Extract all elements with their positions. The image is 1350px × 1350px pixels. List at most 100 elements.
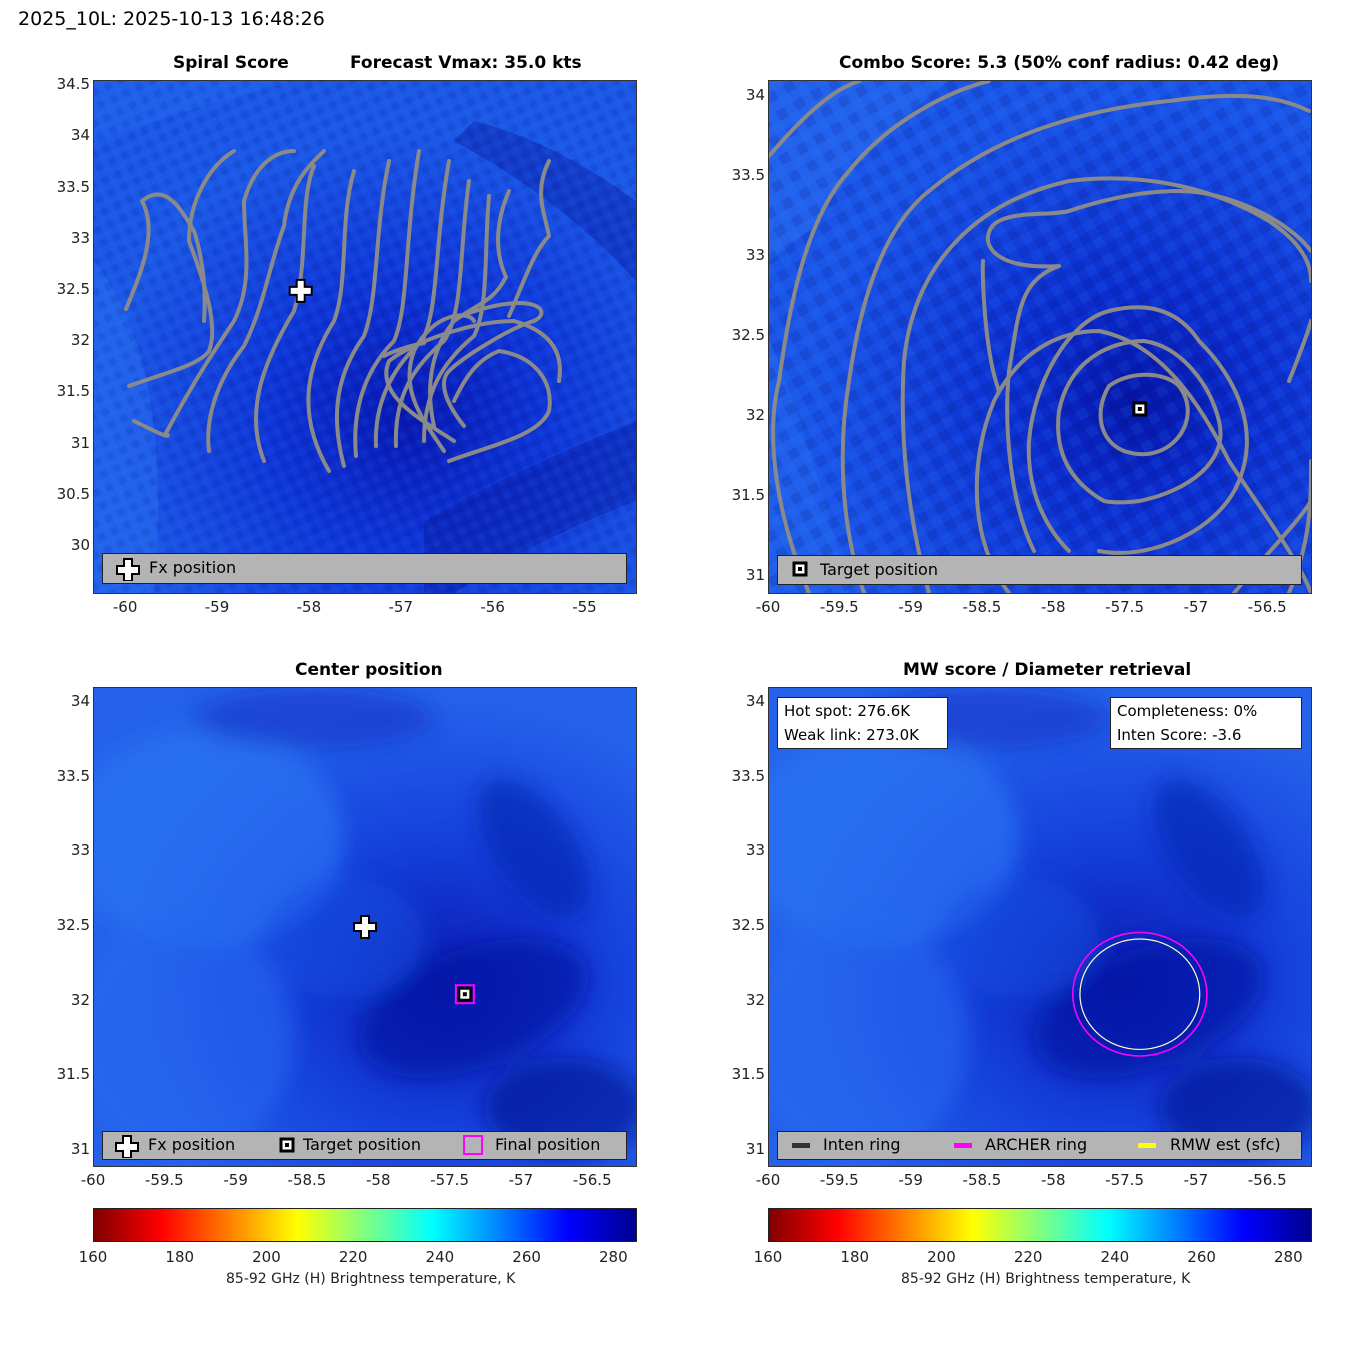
spiral-contours bbox=[124, 149, 562, 473]
center-panel-title: Center position bbox=[295, 660, 443, 680]
x-tick-label: -56.5 bbox=[1247, 598, 1287, 616]
y-tick-label: 32.5 bbox=[56, 916, 90, 934]
y-tick-label: 30 bbox=[70, 535, 90, 554]
y-tick-label: 33.5 bbox=[56, 177, 90, 196]
combo-legend: Target position bbox=[777, 555, 1302, 585]
x-tick-label: -56 bbox=[480, 598, 505, 616]
spiral-score-plot bbox=[93, 80, 637, 594]
x-tick-label: -57 bbox=[1183, 598, 1209, 616]
colorbar-tick-label: 240 bbox=[425, 1248, 455, 1266]
colorbar-tick-label: 180 bbox=[165, 1248, 195, 1266]
colorbar-tick-label: 280 bbox=[1273, 1248, 1303, 1266]
spiral-panel-title: Spiral Score bbox=[173, 53, 289, 73]
y-tick-label: 34 bbox=[70, 691, 90, 710]
completeness-value: Completeness: 0% bbox=[1117, 702, 1258, 720]
y-tick-label: 33.5 bbox=[731, 766, 765, 785]
y-tick-label: 34 bbox=[70, 126, 90, 145]
y-tick-label: 33.5 bbox=[56, 766, 90, 785]
center-legend: Fx position Target position Final positi… bbox=[102, 1131, 627, 1160]
y-tick-label: 31 bbox=[745, 566, 765, 584]
colorbar-tick-label: 180 bbox=[840, 1248, 870, 1266]
y-tick-label: 31.5 bbox=[731, 1065, 765, 1084]
y-tick-label: 31.5 bbox=[56, 382, 90, 401]
colorbar-right-label: 85-92 GHz (H) Brightness temperature, K bbox=[901, 1271, 1191, 1287]
x-tick-label: -59 bbox=[898, 1171, 923, 1189]
colorbar-tick-label: 200 bbox=[252, 1248, 281, 1266]
x-tick-label: -57.5 bbox=[1105, 1171, 1144, 1189]
y-tick-label: 31 bbox=[70, 1140, 90, 1159]
weak-link-value: Weak link: 273.0K bbox=[784, 726, 919, 744]
legend-fx-position: Fx position bbox=[148, 1135, 236, 1154]
legend-rmw-est: RMW est (sfc) bbox=[1170, 1135, 1281, 1154]
y-tick-label: 33 bbox=[745, 841, 765, 860]
x-tick-label: -59.5 bbox=[819, 598, 859, 616]
y-tick-label: 34.5 bbox=[56, 75, 90, 94]
target-position-marker bbox=[457, 986, 473, 1002]
y-tick-label: 31.5 bbox=[56, 1065, 90, 1084]
target-square-icon bbox=[792, 561, 808, 577]
y-tick-label: 33 bbox=[70, 228, 90, 247]
x-tick-label: -58 bbox=[296, 598, 322, 616]
brightness-field bbox=[94, 688, 636, 1158]
x-tick-label: -57 bbox=[1183, 1171, 1209, 1189]
fx-position-marker bbox=[288, 278, 313, 303]
target-square-icon bbox=[279, 1137, 295, 1153]
y-tick-label: 32 bbox=[70, 990, 90, 1009]
mw-score-plot bbox=[768, 687, 1312, 1167]
y-tick-label: 31 bbox=[745, 1140, 765, 1159]
target-position-marker bbox=[1132, 401, 1148, 417]
combo-panel-title: Combo Score: 5.3 (50% conf radius: 0.42 … bbox=[839, 53, 1280, 73]
fx-position-marker bbox=[353, 915, 377, 939]
y-tick-label: 32.5 bbox=[731, 326, 765, 344]
x-tick-label: -58.5 bbox=[962, 598, 1002, 616]
y-tick-label: 32.5 bbox=[731, 916, 765, 934]
y-tick-label: 32.5 bbox=[56, 279, 90, 298]
colorbar-left-label: 85-92 GHz (H) Brightness temperature, K bbox=[226, 1271, 516, 1287]
x-tick-label: -57.5 bbox=[1105, 598, 1144, 616]
y-tick-label: 32 bbox=[70, 331, 90, 350]
completeness-info-box: Completeness: 0% Inten Score: -3.6 bbox=[1110, 697, 1302, 749]
x-tick-label: -58 bbox=[1041, 598, 1066, 616]
combo-contours bbox=[769, 81, 1311, 593]
legend-archer-ring: ARCHER ring bbox=[985, 1135, 1088, 1154]
x-tick-label: -58 bbox=[1041, 1171, 1066, 1189]
magenta-line-icon bbox=[954, 1143, 972, 1148]
colorbar-left bbox=[93, 1208, 637, 1242]
dark-gray-line-icon bbox=[792, 1143, 810, 1148]
y-tick-label: 31 bbox=[70, 433, 90, 452]
magenta-square-icon bbox=[463, 1135, 483, 1155]
colorbar-tick-label: 280 bbox=[598, 1248, 628, 1266]
colorbar-tick-label: 260 bbox=[512, 1248, 541, 1266]
cross-icon bbox=[115, 1135, 139, 1158]
x-tick-label: -60 bbox=[112, 598, 138, 616]
x-tick-label: -59.5 bbox=[144, 1171, 184, 1189]
colorbar-tick-label: 220 bbox=[1013, 1248, 1043, 1266]
x-tick-label: -57.5 bbox=[430, 1171, 469, 1189]
y-tick-label: 32 bbox=[745, 406, 765, 424]
y-tick-label: 34 bbox=[745, 86, 765, 104]
colorbar-tick-label: 200 bbox=[927, 1248, 956, 1266]
x-tick-label: -59.5 bbox=[819, 1171, 859, 1189]
x-tick-label: -57 bbox=[508, 1171, 534, 1189]
x-tick-label: -58 bbox=[366, 1171, 391, 1189]
legend-target-position: Target position bbox=[303, 1135, 421, 1154]
mw-legend: Inten ring ARCHER ring RMW est (sfc) bbox=[777, 1131, 1302, 1160]
y-tick-label: 32 bbox=[745, 990, 765, 1009]
x-tick-label: -58.5 bbox=[287, 1171, 327, 1189]
inten-score-value: Inten Score: -3.6 bbox=[1117, 726, 1242, 744]
colorbar-tick-label: 220 bbox=[338, 1248, 368, 1266]
x-tick-label: -56.5 bbox=[1247, 1171, 1287, 1189]
yellow-line-icon bbox=[1138, 1143, 1156, 1148]
y-tick-label: 34 bbox=[745, 691, 765, 710]
x-tick-label: -60 bbox=[80, 1171, 106, 1189]
y-tick-label: 33.5 bbox=[731, 166, 765, 184]
y-tick-label: 33 bbox=[745, 246, 765, 264]
combo-score-plot bbox=[768, 80, 1312, 594]
hot-spot-value: Hot spot: 276.6K bbox=[784, 702, 911, 720]
legend-final-position: Final position bbox=[495, 1135, 601, 1154]
x-tick-label: -56.5 bbox=[572, 1171, 612, 1189]
x-tick-label: -60 bbox=[755, 598, 781, 616]
y-tick-label: 31.5 bbox=[731, 486, 765, 504]
archer-ring bbox=[1072, 931, 1208, 1057]
colorbar-tick-label: 260 bbox=[1187, 1248, 1216, 1266]
